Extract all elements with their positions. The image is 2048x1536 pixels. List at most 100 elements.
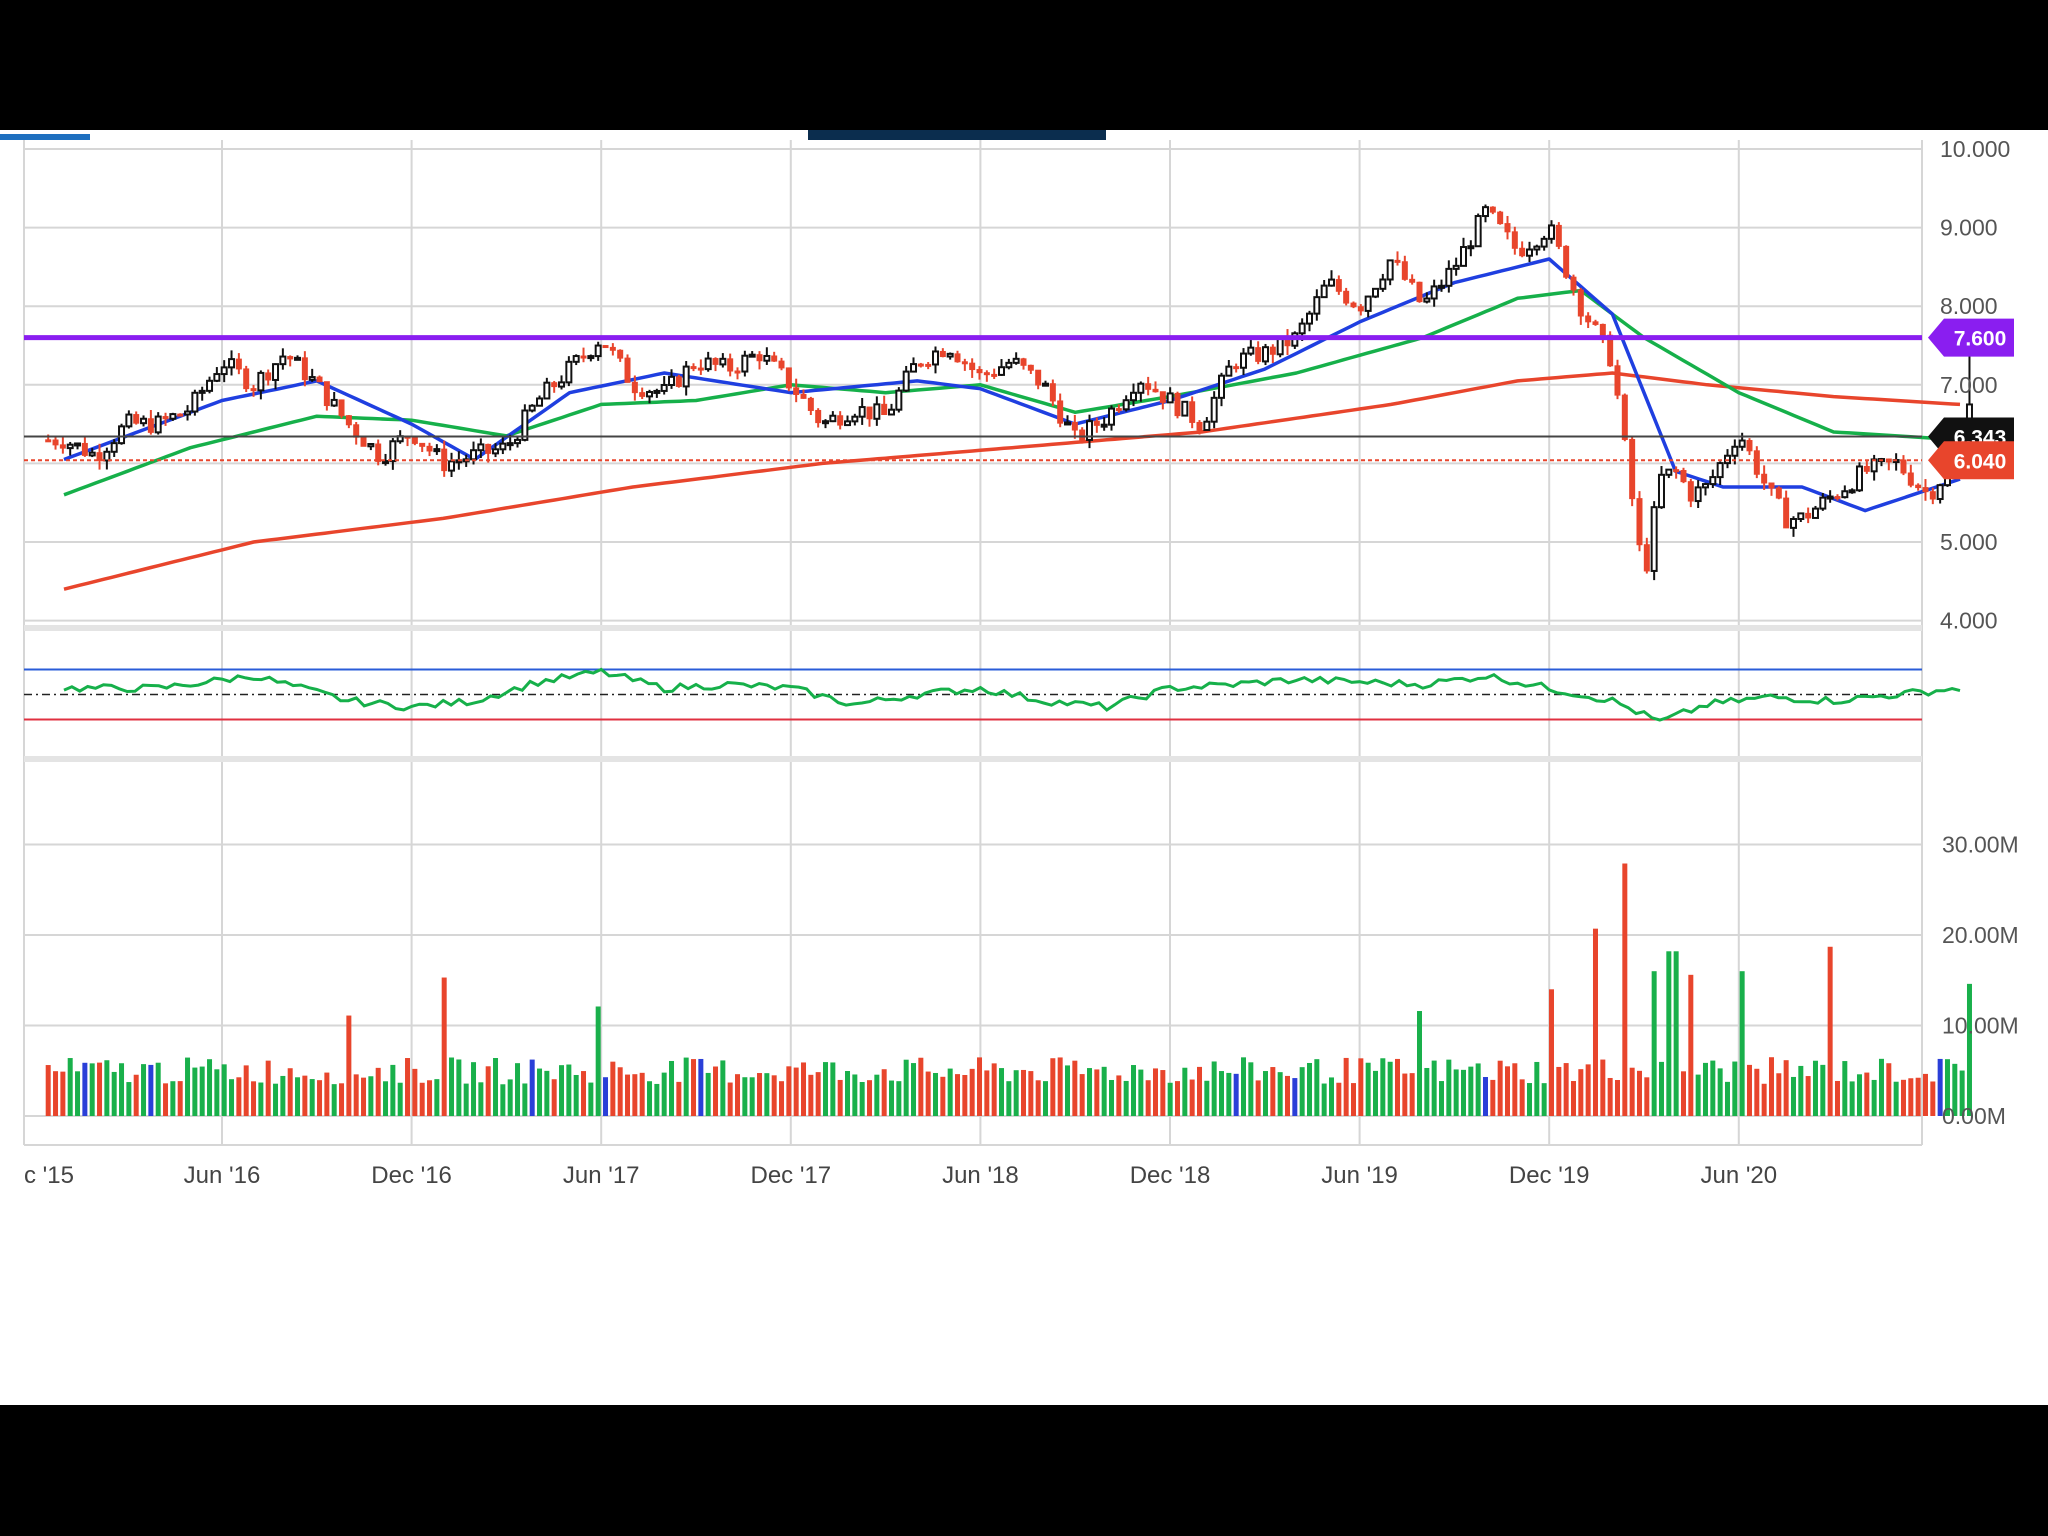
volume-bar (207, 1059, 213, 1116)
volume-bar (1153, 1068, 1159, 1116)
candle-body (1071, 421, 1078, 431)
candle-body (1159, 391, 1166, 403)
candle-body (1357, 306, 1364, 312)
pane-separator (24, 756, 1922, 762)
volume-bar (1350, 1083, 1356, 1116)
candle-body (822, 420, 830, 425)
candle-body (1350, 302, 1357, 308)
volume-bar (1724, 1081, 1730, 1116)
volume-bar (1592, 928, 1598, 1116)
volume-bar (1475, 1063, 1481, 1116)
volume-bar (808, 1074, 814, 1116)
volume-bar (1776, 1073, 1782, 1116)
candle-body (697, 367, 704, 371)
candle-body (1401, 261, 1408, 280)
price-levels (24, 335, 1922, 462)
candle-body (1247, 346, 1255, 355)
volume-bar (170, 1081, 176, 1116)
candle-body (1563, 245, 1570, 278)
candle-body (1694, 486, 1702, 503)
candle-body (1255, 347, 1262, 362)
candle-body (1783, 497, 1790, 529)
volume-bar (199, 1066, 205, 1116)
candle-body (1489, 206, 1496, 213)
tab-indicator-left[interactable] (0, 134, 90, 140)
candle-body (1335, 279, 1342, 292)
volume-bar (397, 1082, 403, 1116)
candle-body (946, 352, 954, 358)
volume-bar (999, 1068, 1005, 1116)
volume-bar (383, 1081, 389, 1116)
candle-body (983, 372, 990, 376)
volume-tick-label: 30.00M (1942, 832, 2019, 858)
volume-bar (419, 1082, 425, 1116)
candle-body (1225, 365, 1233, 377)
candle-body (1907, 472, 1914, 486)
volume-bar (1849, 1081, 1855, 1116)
volume-bar (1248, 1062, 1254, 1116)
candle-body (301, 357, 308, 381)
rsi-pane (24, 667, 1961, 722)
volume-bar (243, 1065, 249, 1116)
candle-body (206, 379, 214, 392)
candle-body (631, 381, 638, 394)
candle-body (1848, 489, 1856, 494)
candle-body (1409, 278, 1416, 283)
price-tick-label: 7.000 (1940, 372, 1998, 398)
candle-body (1057, 400, 1064, 424)
candle-body (1768, 482, 1775, 489)
volume-bar (1123, 1080, 1129, 1116)
volume-bar (1438, 1081, 1444, 1116)
volume-bar (1548, 989, 1554, 1116)
candle-body (1826, 495, 1834, 500)
candle-body (734, 370, 741, 374)
volume-bar (111, 1071, 117, 1116)
candle-body (763, 354, 771, 362)
volume-bar (610, 1061, 616, 1116)
volume-bar (104, 1060, 110, 1116)
volume-bar (1021, 1069, 1027, 1116)
candle-body (1189, 401, 1196, 423)
date-tick-label: Jun '18 (942, 1162, 1019, 1189)
volume-bar (625, 1074, 631, 1116)
volume-bar (1167, 1082, 1173, 1116)
volume-bar (368, 1076, 374, 1116)
volume-bar (1490, 1079, 1496, 1116)
volume-bar (375, 1067, 381, 1116)
volume-bar (537, 1068, 543, 1116)
candle-body (477, 443, 485, 452)
candle-body (1079, 429, 1086, 441)
volume-bar (713, 1066, 719, 1116)
volume-bar (595, 1006, 601, 1116)
date-tick-label: Jun '20 (1700, 1162, 1777, 1189)
candle-body (1108, 407, 1116, 426)
candle-body (1731, 445, 1739, 457)
volume-bar (471, 1062, 477, 1116)
tab-indicator-active[interactable] (808, 130, 1106, 140)
candle-body (815, 409, 822, 424)
volume-bar (302, 1075, 308, 1116)
candle-body (682, 365, 690, 388)
candle-body (1327, 278, 1335, 287)
volume-bar (859, 1082, 865, 1116)
volume-bar (97, 1062, 103, 1116)
volume-bar (1255, 1080, 1261, 1116)
volume-bar (962, 1074, 968, 1116)
volume-bar (1241, 1057, 1247, 1116)
volume-bar (749, 1077, 755, 1116)
candle-body (1900, 459, 1907, 474)
volume-bar (815, 1072, 821, 1116)
volume-bar (676, 1081, 682, 1116)
candle-body (925, 363, 932, 367)
volume-bar (324, 1072, 330, 1116)
date-tick-label: Dec '18 (1130, 1162, 1211, 1189)
candle-body (1042, 382, 1050, 387)
volume-bar (412, 1068, 418, 1116)
candle-body (998, 366, 1006, 376)
volume-bar (507, 1079, 513, 1116)
candle-body (1709, 476, 1717, 486)
volume-bar (559, 1065, 565, 1116)
candle-body (800, 394, 807, 399)
volume-bar (588, 1082, 594, 1116)
